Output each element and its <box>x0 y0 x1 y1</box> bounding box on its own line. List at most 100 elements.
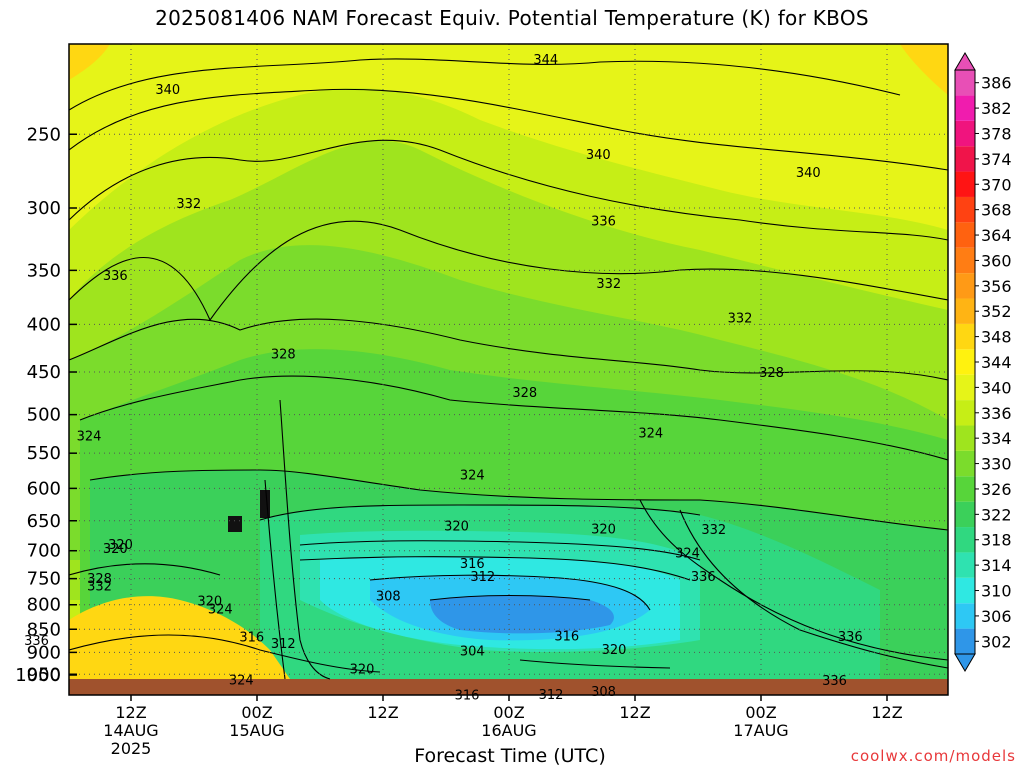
x-tick-date: 14AUG <box>103 721 158 740</box>
colorbar-swatch <box>955 425 975 451</box>
colorbar-swatch <box>955 552 975 578</box>
contour-label: 312 <box>271 637 296 652</box>
x-tick-date: 17AUG <box>733 721 788 740</box>
contour-line <box>369 574 651 611</box>
x-tick-date: 2025 <box>111 739 152 758</box>
colorbar-swatch <box>955 374 975 401</box>
colorbar-label: 306 <box>981 607 1012 626</box>
contour-label: 324 <box>638 427 663 442</box>
contour-label: 332 <box>176 197 201 212</box>
colorbar-swatch <box>955 527 975 553</box>
x-tick-label: 12Z <box>115 703 146 722</box>
contour-label: 304 <box>460 644 485 659</box>
contour-label: 344 <box>533 53 558 68</box>
dense-contour-cell <box>260 490 270 518</box>
x-axis-title: Forecast Time (UTC) <box>414 745 606 767</box>
contour-line <box>79 375 948 461</box>
colorbar-label: 386 <box>981 74 1012 93</box>
x-tick-date: 15AUG <box>229 721 284 740</box>
colorbar-label: 382 <box>981 99 1012 118</box>
y-tick-label: 350 <box>27 260 61 281</box>
chart-title: 2025081406 NAM Forecast Equiv. Potential… <box>155 6 869 30</box>
contour-label: 332 <box>701 523 726 538</box>
colorbar-swatch <box>955 577 975 604</box>
band-dry-top-right <box>900 44 948 95</box>
contour-label: 336 <box>838 630 863 645</box>
colorbar-swatch <box>955 476 975 502</box>
contour-label: 336 <box>822 674 847 689</box>
grid <box>69 44 948 679</box>
colorbar-swatch <box>955 120 975 147</box>
colorbar-swatch <box>955 171 975 197</box>
colorbar-top-arrow <box>954 52 976 71</box>
y-tick-label: 600 <box>27 478 61 499</box>
colorbar-label: 314 <box>981 556 1012 575</box>
contour-label: 320 <box>108 538 133 553</box>
colorbar-label: 370 <box>981 175 1012 194</box>
contour-label: 312 <box>470 570 495 585</box>
y-tick-label: 250 <box>27 124 61 145</box>
colorbar-label: 340 <box>981 378 1012 397</box>
x-tick-label: 00Z <box>493 703 524 722</box>
contour-label: 308 <box>591 685 616 700</box>
colorbar-bottom-arrow <box>954 653 976 672</box>
contour-label: 328 <box>512 386 537 401</box>
contour-line <box>679 509 948 669</box>
band-302 <box>430 595 614 634</box>
colorbar-label: 330 <box>981 455 1012 474</box>
ground-layer <box>69 679 948 695</box>
x-tick-date: 16AUG <box>481 721 536 740</box>
contour-label: 336 <box>591 214 616 229</box>
contour-label: 332 <box>596 277 621 292</box>
contour-label: 336 <box>24 634 49 649</box>
contour-label: 332 <box>87 580 112 595</box>
colorbar-swatch <box>955 247 975 274</box>
contour-label: 316 <box>239 631 264 646</box>
contour-label: 308 <box>376 590 401 605</box>
contour-label: 328 <box>759 366 784 381</box>
colorbar-label: 352 <box>981 302 1012 321</box>
colorbar-label: 360 <box>981 251 1012 270</box>
colorbar-swatch <box>955 146 975 172</box>
contour-label: 340 <box>796 166 821 181</box>
dense-contour-cell <box>228 516 242 532</box>
contour-line <box>69 58 901 111</box>
contour-line <box>519 659 671 669</box>
contour-lines <box>69 58 948 680</box>
colorbar-swatch <box>955 222 975 248</box>
y-tick-label: 450 <box>27 362 61 383</box>
x-tick-label: 12Z <box>619 703 650 722</box>
colorbar-label: 378 <box>981 124 1012 143</box>
contour-label: 324 <box>208 602 233 617</box>
y-tick-label: 1000 <box>15 665 61 686</box>
y-tick-label: 500 <box>27 405 61 426</box>
colorbar-label: 374 <box>981 150 1012 169</box>
colorbar-swatch <box>955 400 975 426</box>
contour-line <box>89 469 948 531</box>
contour-label: 324 <box>77 430 102 445</box>
credit-link[interactable]: coolwx.com/models <box>850 747 1016 765</box>
contour-line <box>299 540 701 561</box>
contour-label: 320 <box>602 643 627 658</box>
y-tick-label: 300 <box>27 198 61 219</box>
contour-line <box>279 399 331 680</box>
band-dry-top-left <box>69 44 110 80</box>
y-tick-label: 850 <box>27 619 61 640</box>
colorbar-swatch <box>955 273 975 299</box>
y-tick-label: 750 <box>27 569 61 590</box>
contour-label: 340 <box>586 148 611 163</box>
contour-label: 336 <box>691 570 716 585</box>
contour-label: 320 <box>591 522 616 537</box>
colorbar-swatch <box>955 95 975 121</box>
contour-line <box>259 504 701 521</box>
contour-label: 320 <box>197 595 222 610</box>
y-tick-label: 650 <box>27 511 61 532</box>
x-tick-label: 00Z <box>745 703 776 722</box>
colorbar-label: 326 <box>981 480 1012 499</box>
colorbar-swatch <box>955 70 975 96</box>
contour-label: 336 <box>103 269 128 284</box>
contour-label: 328 <box>271 348 296 363</box>
colorbar-label: 302 <box>981 632 1012 651</box>
